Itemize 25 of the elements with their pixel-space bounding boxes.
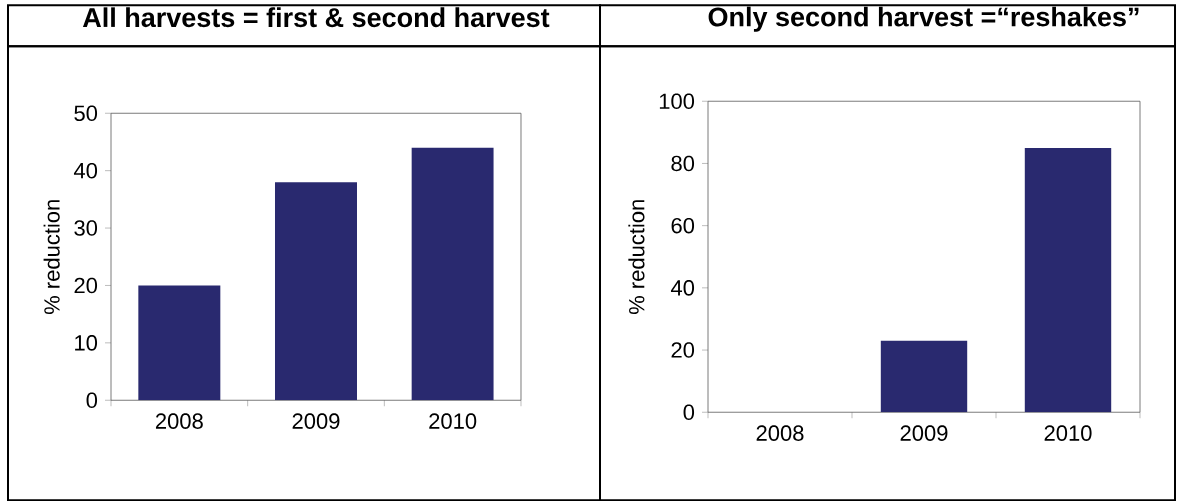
y-tick-label: 60	[671, 217, 695, 234]
y-tick-label: 20	[74, 277, 98, 294]
x-tick-label: 2009	[292, 413, 340, 429]
bar	[138, 285, 221, 401]
bar	[411, 147, 494, 401]
y-tick-label: 100	[659, 93, 695, 109]
y-tick-label: 30	[74, 220, 98, 236]
y-tick-label: 0	[683, 404, 695, 420]
x-tick-label: 2010	[1044, 425, 1092, 441]
y-axis-title: % reduction	[628, 200, 645, 314]
y-tick-label: 80	[671, 155, 695, 172]
bar	[275, 182, 357, 401]
x-tick-label: 2009	[900, 425, 948, 441]
x-tick-label: 2010	[429, 413, 477, 429]
y-tick-label: 0	[86, 392, 98, 408]
x-tick-label: 2008	[756, 425, 804, 441]
y-tick-label: 40	[73, 162, 98, 179]
y-tick-label: 40	[670, 279, 695, 296]
y-tick-label: 20	[671, 342, 695, 358]
y-axis-title: % reduction	[43, 200, 60, 314]
chart-title: All harvests = first & second harvest	[82, 7, 550, 28]
chart-title: Only second harvest =“reshakes”	[708, 6, 1139, 32]
y-tick-label: 50	[74, 105, 98, 121]
y-tick-label: 10	[75, 334, 98, 351]
x-tick-label: 2008	[155, 413, 203, 429]
